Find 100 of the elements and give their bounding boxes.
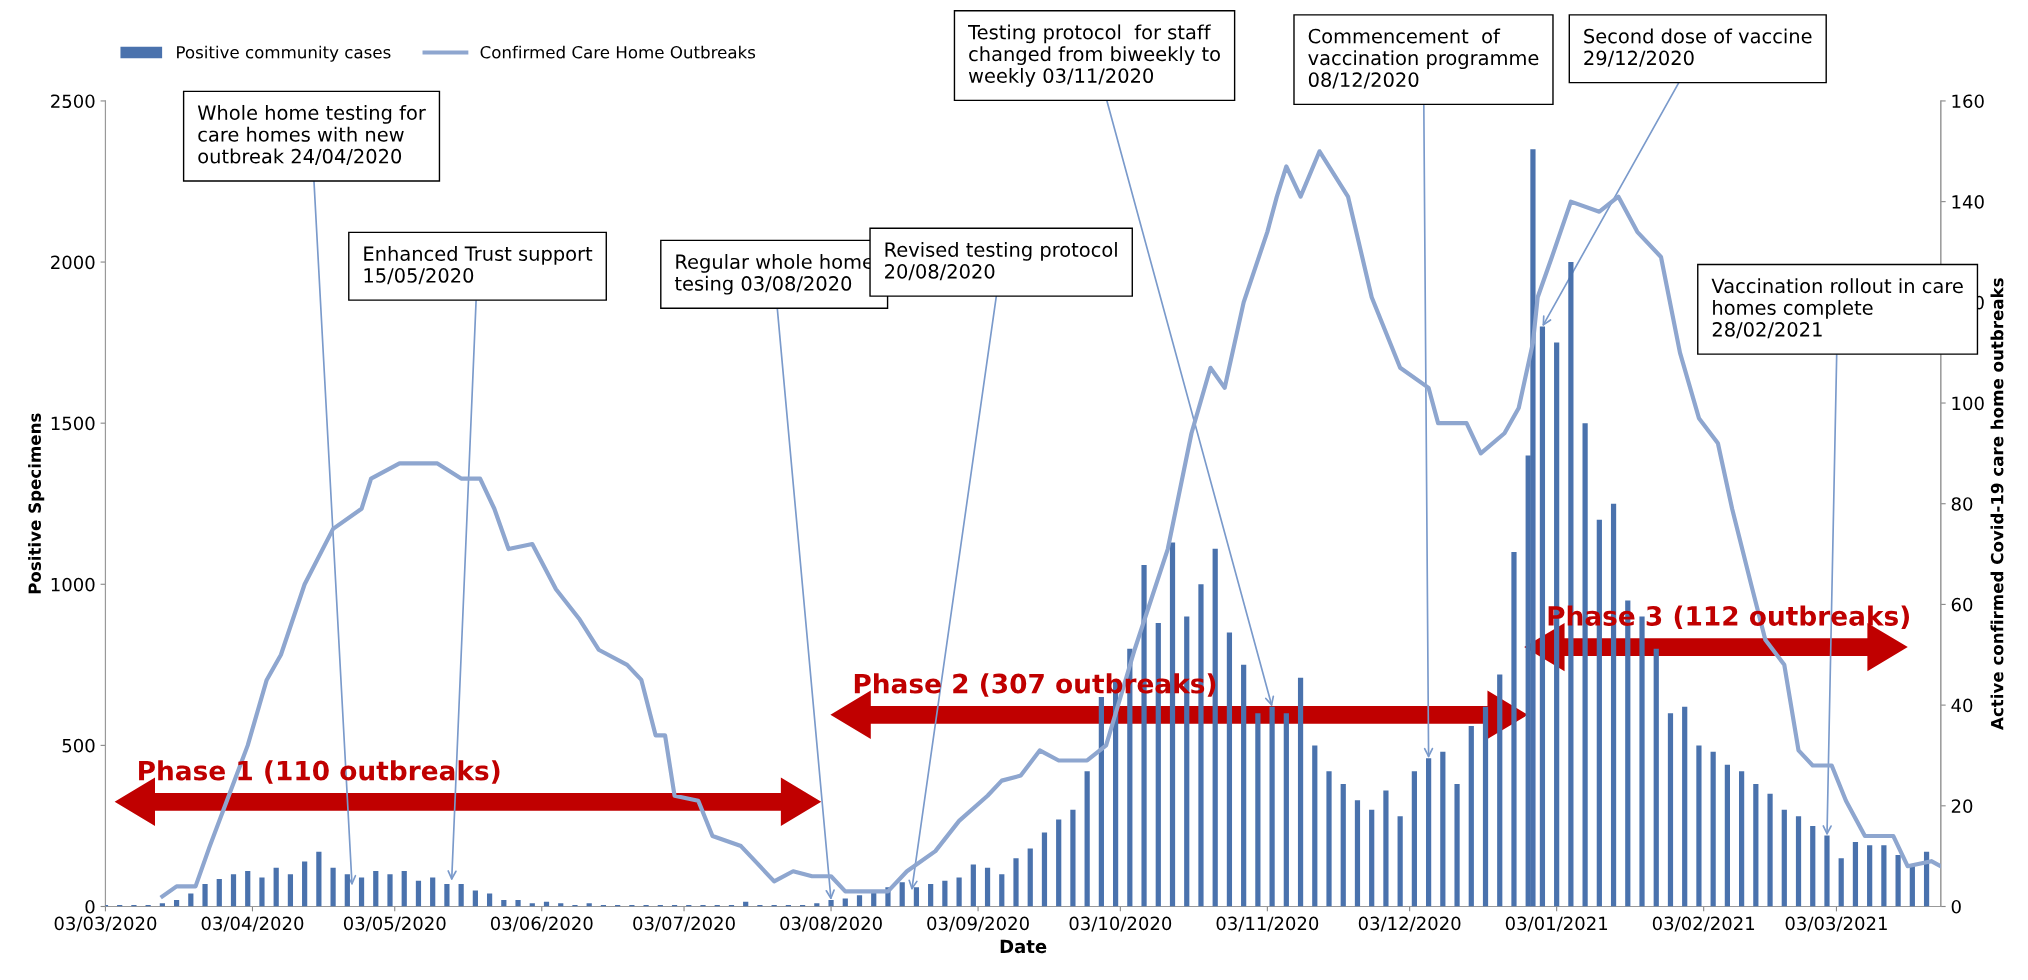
x-tick-label: 03/03/2021 (1785, 916, 1887, 932)
bar (928, 883, 934, 907)
bar (1041, 832, 1048, 907)
bar (458, 883, 464, 907)
bar (1838, 858, 1844, 907)
bar (1369, 809, 1375, 907)
bar (230, 874, 237, 907)
bar (1383, 790, 1389, 907)
y-tick-label: 0 (85, 899, 95, 914)
bar (942, 880, 948, 907)
bar (1326, 771, 1332, 907)
y-tick-label: 500 (62, 738, 95, 753)
bar (899, 882, 905, 907)
bar (1724, 764, 1730, 907)
annotation: Commencement of vaccination programme 08/12/2020 (1308, 28, 1539, 89)
bar (1397, 816, 1403, 907)
x-tick-label: 03/06/2020 (490, 916, 593, 932)
bar (330, 867, 336, 907)
bar (1297, 677, 1304, 907)
bar (984, 867, 991, 907)
annotation: Whole home testing for care homes with new outbreak 24/04/2020 (197, 104, 426, 166)
bar (1895, 854, 1901, 907)
bar (1667, 713, 1674, 907)
y-tick-label: 1500 (51, 416, 95, 431)
bar (1098, 697, 1104, 907)
bar (472, 890, 478, 907)
bar (287, 874, 294, 907)
bar (1440, 751, 1446, 907)
x-tick-label: 03/05/2020 (343, 916, 446, 932)
bar (1084, 771, 1090, 907)
annotation: Enhanced Trust support 15/05/2020 (364, 245, 593, 285)
bar (842, 898, 848, 907)
bar (1070, 809, 1076, 907)
bar (1468, 726, 1474, 907)
x-tick-label: 03/11/2020 (1216, 916, 1319, 932)
bar (1739, 771, 1745, 907)
bar (415, 880, 422, 907)
bar (1767, 793, 1773, 907)
bar (999, 874, 1005, 907)
bar (1241, 664, 1247, 907)
bar (1867, 845, 1873, 907)
bar (1411, 771, 1417, 907)
bar (1696, 745, 1702, 907)
bar (828, 900, 834, 907)
bar (1354, 800, 1361, 907)
bar (913, 887, 920, 907)
x-tick-label: 03/10/2020 (1069, 916, 1172, 932)
bar (1881, 845, 1887, 907)
annotation: Phase 1 (110 outbreaks) (139, 760, 500, 784)
y-tick-label: 1000 (51, 577, 95, 592)
bar (515, 900, 521, 907)
bar (430, 877, 436, 907)
bar (401, 871, 407, 907)
bar (273, 867, 279, 907)
x-axis-title: Date (1000, 939, 1047, 954)
bar (1781, 809, 1787, 907)
y2-tick-label: 80 (1951, 497, 1973, 511)
bar (216, 879, 222, 907)
bar (1454, 784, 1460, 907)
bar (486, 893, 493, 907)
bar (1283, 713, 1289, 907)
bar (1639, 616, 1645, 907)
x-tick-label: 03/02/2021 (1652, 916, 1755, 932)
bar (302, 861, 308, 907)
annotation: Vaccination rollout in care homes complete 28/02/2021 (1711, 278, 1963, 339)
bar (259, 877, 265, 907)
y2-axis-title: Active confirmed Covid-19 care home outbreaks (1990, 278, 2004, 730)
bar (856, 895, 863, 907)
bar (1426, 758, 1432, 907)
y-tick-label: 2500 (51, 94, 95, 109)
bar (1340, 784, 1346, 907)
bar (1027, 848, 1033, 907)
bar (1852, 842, 1859, 907)
bar (1269, 706, 1275, 907)
bar (245, 871, 251, 907)
bar (358, 877, 365, 907)
y-axis-title: Positive Specimens (28, 413, 45, 594)
annotation: Testing protocol for staff changed from biweekly to weekly 03/11/2020 (968, 24, 1220, 87)
bar (1497, 674, 1503, 907)
x-tick-label: 03/09/2020 (927, 916, 1029, 932)
y2-tick-label: 100 (1952, 396, 1984, 411)
bar (387, 874, 393, 907)
bar (1482, 706, 1489, 907)
y2-tick-label: 20 (1951, 799, 1973, 813)
bar (1795, 816, 1802, 907)
bar (1810, 825, 1816, 907)
y2-tick-label: 160 (1952, 94, 1984, 109)
x-tick-label: 03/08/2020 (780, 916, 882, 932)
y2-tick-label: 40 (1951, 698, 1973, 713)
bar (188, 893, 194, 907)
y2-tick-label: 140 (1952, 195, 1984, 209)
bar (970, 864, 976, 907)
bar (1682, 706, 1688, 907)
bar (1255, 713, 1261, 907)
bar (1710, 751, 1716, 907)
bar (1312, 745, 1318, 907)
bar (956, 877, 962, 907)
bar (344, 874, 350, 907)
bar (1653, 648, 1659, 907)
y2-tick-label: 60 (1951, 597, 1973, 612)
